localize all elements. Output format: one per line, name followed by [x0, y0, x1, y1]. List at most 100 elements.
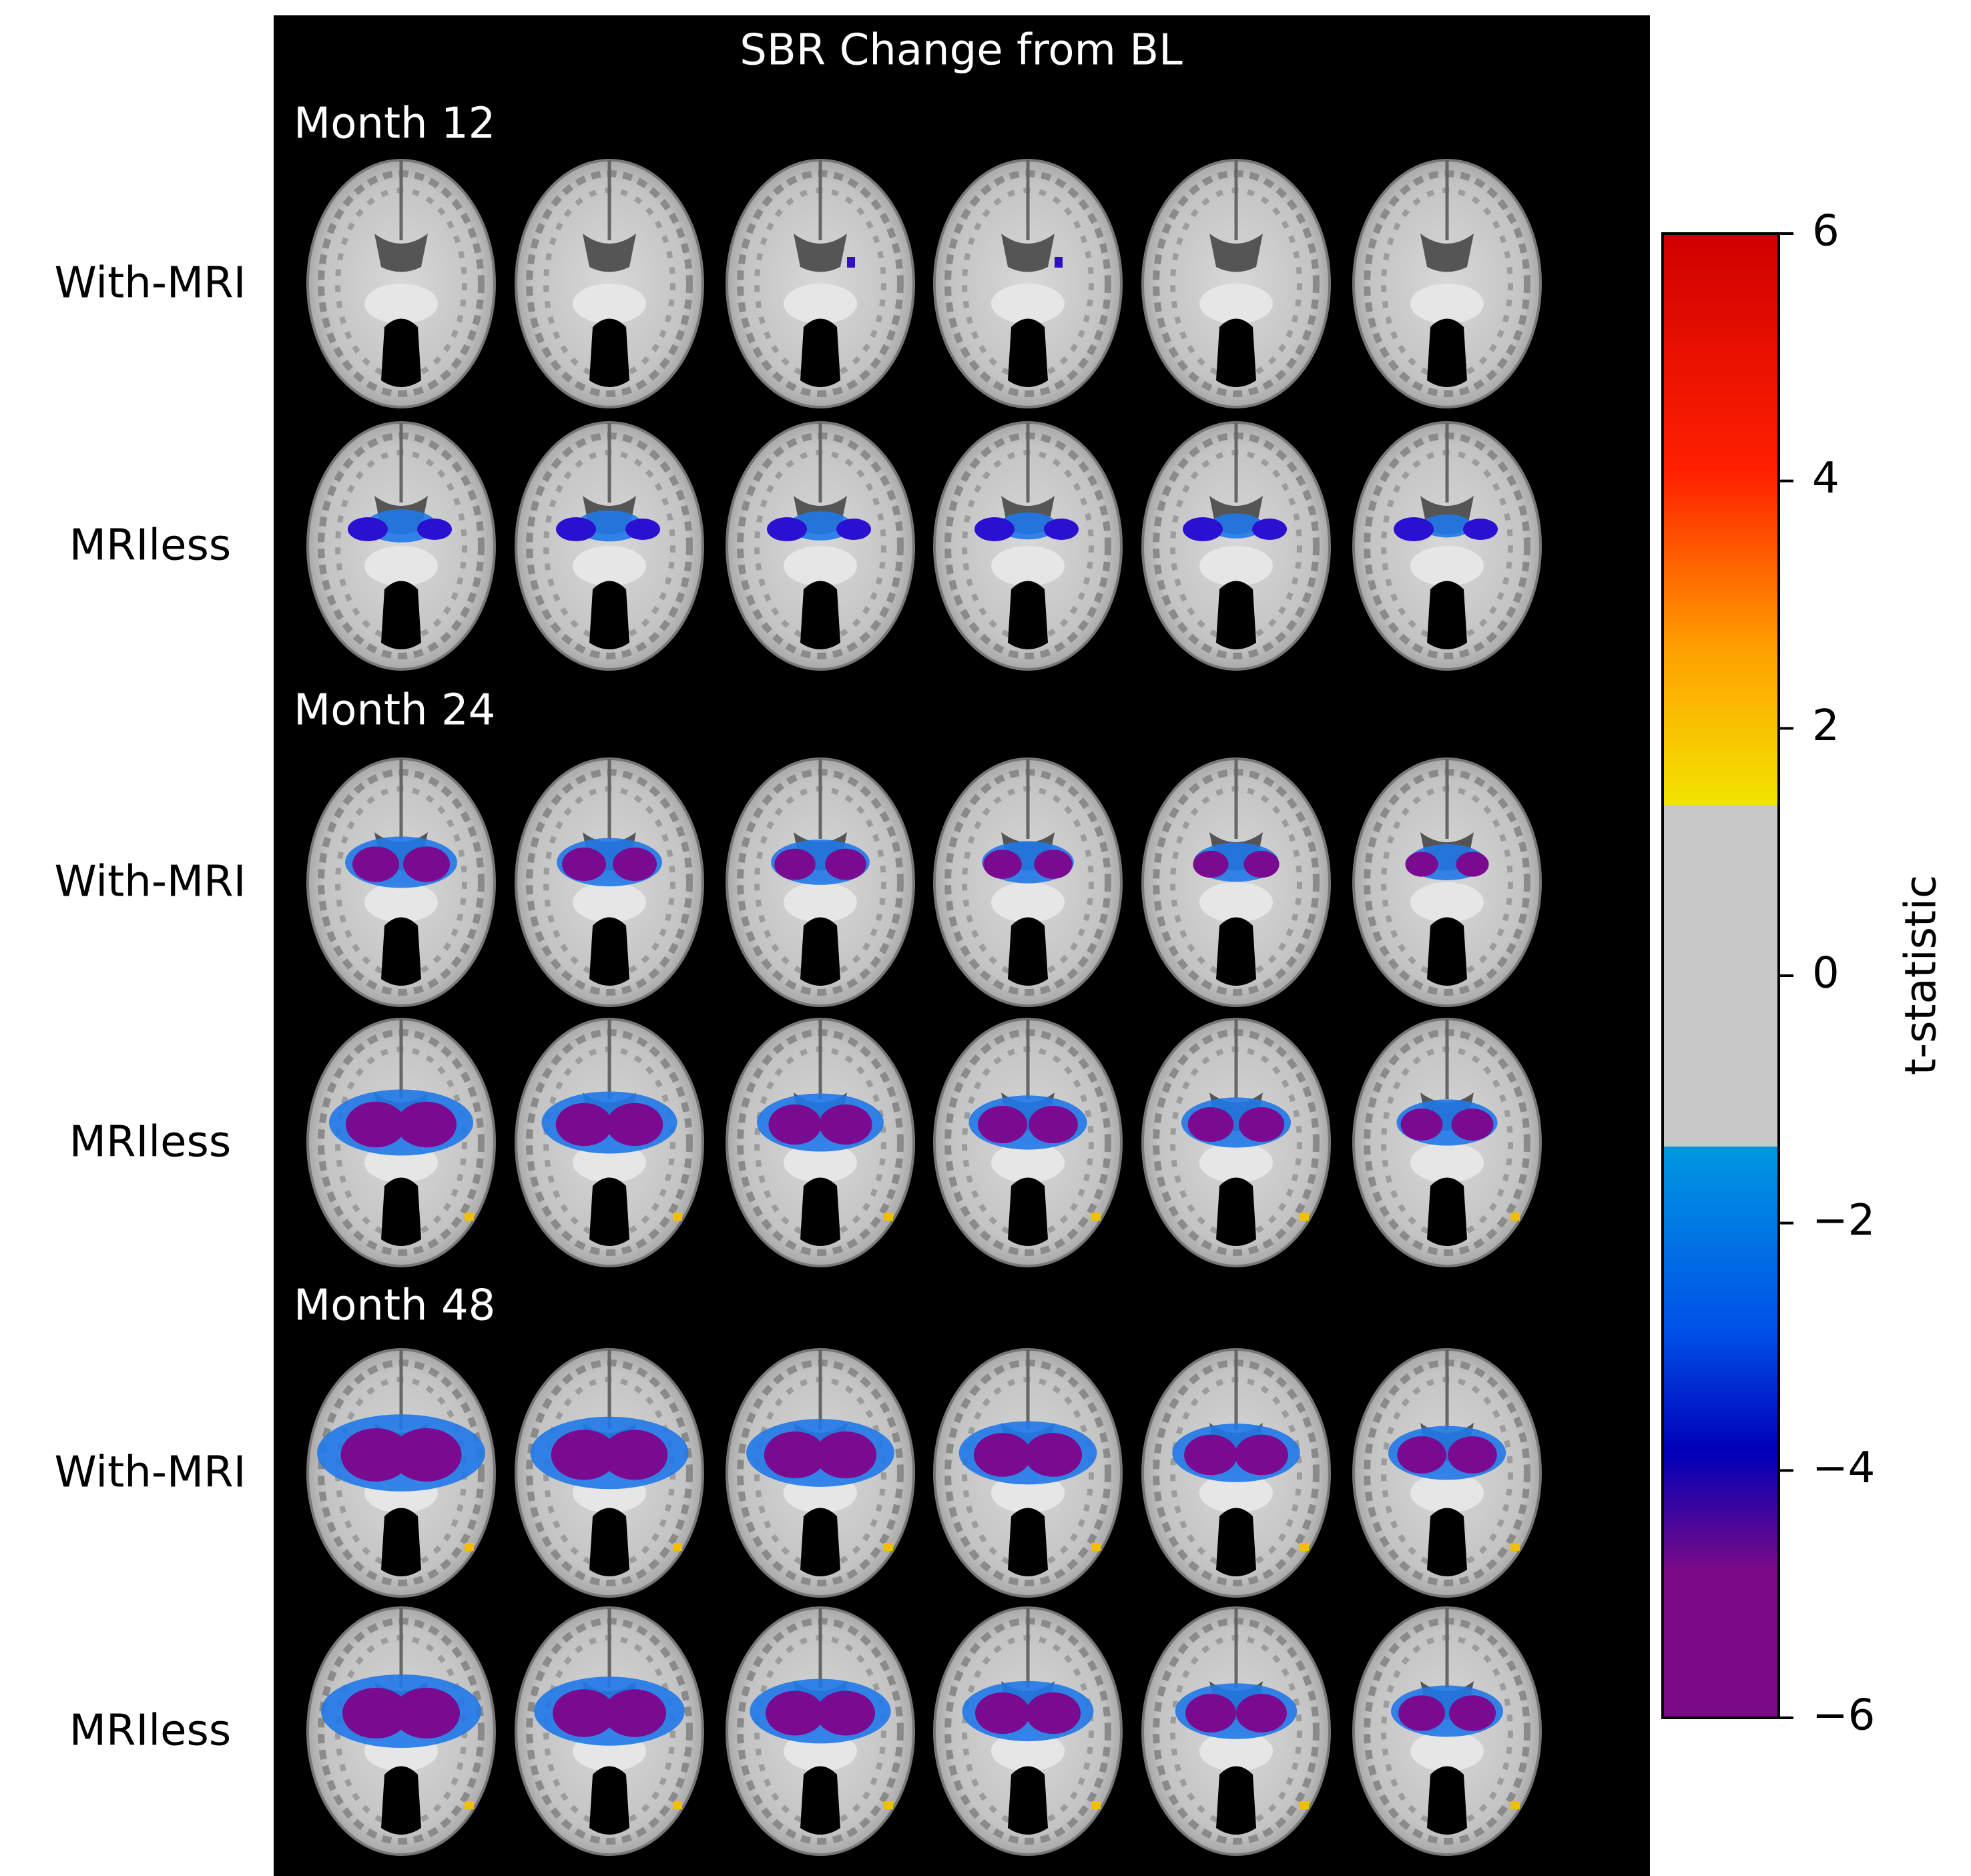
activation-core [1185, 1694, 1236, 1733]
activation-core [768, 1104, 822, 1145]
activation-core [1448, 1436, 1497, 1474]
brain-slice [727, 759, 914, 1006]
tick-label: −4 [1812, 1444, 1875, 1493]
brain-slice [727, 1019, 914, 1266]
activation-core [391, 1428, 462, 1482]
activation [673, 1213, 682, 1221]
activation-core [836, 519, 871, 540]
activation-core [603, 1689, 666, 1737]
activation [465, 1801, 474, 1809]
activation-core [1236, 1694, 1287, 1733]
brain-image [727, 160, 914, 407]
row-label: MRIless [69, 1118, 231, 1167]
activation [1300, 1543, 1309, 1551]
activation [1510, 1801, 1520, 1809]
activation-core [551, 1430, 617, 1480]
row-label: MRIless [69, 1706, 231, 1756]
activation-core [403, 846, 450, 882]
activation [847, 257, 855, 268]
activation [465, 1213, 474, 1221]
brain-slice [516, 1019, 703, 1266]
tick-label: 6 [1812, 207, 1840, 256]
activation-core [1449, 1695, 1496, 1731]
activation-core [606, 1103, 663, 1147]
brain-slice [1143, 422, 1330, 669]
brain-slice [934, 422, 1121, 669]
activation-core [396, 1101, 457, 1148]
brain-slice [516, 160, 703, 407]
activation-core [764, 1431, 826, 1479]
activation-core [1243, 850, 1280, 878]
brain-slice [727, 1349, 914, 1596]
activation-core [613, 847, 657, 882]
activation [673, 1543, 682, 1551]
activation-core [1029, 1105, 1078, 1144]
brain-slice [516, 759, 703, 1006]
activation-core [1398, 1695, 1445, 1731]
activation-core [555, 1103, 613, 1147]
activation-core [767, 517, 807, 541]
activation-core [417, 519, 452, 540]
activation-core [1400, 1109, 1443, 1141]
colorbar-label: t-statistic [1897, 875, 1946, 1075]
activation-core [774, 848, 816, 880]
activation-core [1405, 852, 1438, 877]
brain-slice [727, 422, 914, 669]
activation-core [1034, 850, 1073, 879]
activation-core [1026, 1692, 1081, 1735]
activation-core [625, 519, 660, 540]
brain-slice [1143, 160, 1330, 407]
tick-label: 0 [1812, 949, 1840, 998]
activation-core [556, 517, 596, 541]
activation [1300, 1213, 1309, 1221]
activation-core [819, 1104, 872, 1145]
brain-slice [516, 1349, 703, 1596]
brain-image [1143, 422, 1330, 669]
brain-slice [1143, 1019, 1330, 1266]
activation [1091, 1801, 1101, 1809]
brain-slice [934, 1019, 1121, 1266]
figure-title: SBR Change from BL [740, 26, 1183, 75]
brain-slice [308, 1349, 495, 1596]
activation [884, 1543, 893, 1551]
activation-core [1456, 852, 1489, 877]
activation-core [601, 1430, 668, 1480]
activation-core [825, 848, 866, 880]
tick-label: −6 [1812, 1691, 1875, 1741]
activation-core [766, 1690, 824, 1736]
activation-core [1183, 517, 1223, 541]
brain-slice [1354, 1349, 1540, 1596]
brain-image [727, 422, 914, 669]
brain-slice [1354, 160, 1540, 407]
brain-slice [516, 422, 703, 669]
activation [884, 1801, 893, 1809]
activation-core [983, 850, 1022, 879]
brain-slice [934, 759, 1121, 1006]
brain-slice [1354, 759, 1540, 1006]
brain-image [1354, 759, 1540, 1006]
brain-slice [308, 1019, 495, 1266]
activation-core [814, 1431, 877, 1479]
brain-image [516, 160, 703, 407]
tick-label: 4 [1812, 454, 1840, 503]
activation [1510, 1543, 1520, 1551]
brain-image [934, 160, 1121, 407]
activation [1510, 1213, 1520, 1221]
activation-core [340, 1428, 411, 1482]
brain-slice [934, 1349, 1121, 1596]
section-label: Month 12 [294, 99, 495, 149]
row-label: With-MRI [55, 259, 246, 308]
colorbar [1661, 232, 1780, 1719]
activation [1091, 1213, 1101, 1221]
activation-core [1397, 1436, 1446, 1474]
activation [884, 1213, 893, 1221]
activation-halo [1208, 513, 1264, 539]
activation-core [1184, 1434, 1237, 1476]
activation-halo [1422, 514, 1472, 538]
activation-core [1044, 519, 1079, 540]
activation-core [562, 847, 606, 882]
activation-core [1024, 1433, 1083, 1477]
brain-slice [1354, 422, 1540, 669]
brain-slice [1143, 1608, 1330, 1855]
